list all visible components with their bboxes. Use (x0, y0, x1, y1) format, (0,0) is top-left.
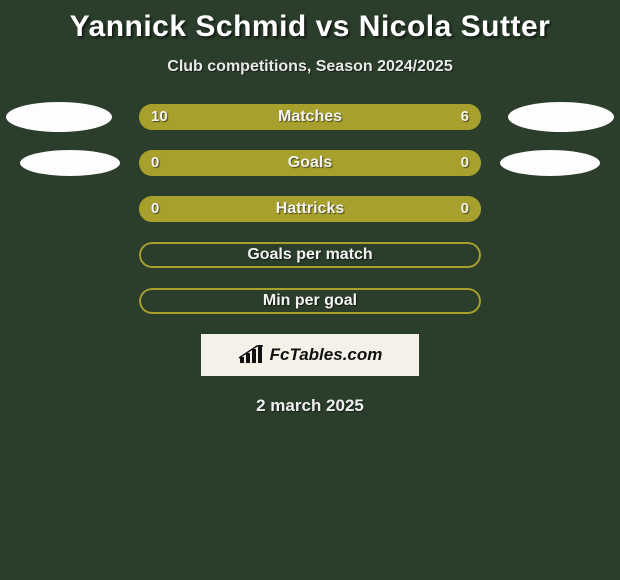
stat-row: Goals per match (0, 242, 620, 268)
stat-label: Goals per match (247, 242, 372, 268)
fctables-badge[interactable]: FcTables.com (201, 334, 419, 376)
stat-label: Min per goal (263, 288, 357, 314)
stat-label: Matches (278, 104, 342, 130)
stat-value-left: 0 (151, 196, 159, 222)
stat-bar: 0 0 Goals (139, 150, 481, 176)
badge-text: FcTables.com (270, 345, 383, 365)
stat-bar: Goals per match (139, 242, 481, 268)
bar-fill-right (310, 150, 481, 176)
player-oval-left (6, 102, 112, 132)
stat-row: 10 6 Matches (0, 104, 620, 130)
stat-value-left: 10 (151, 104, 168, 130)
subtitle: Club competitions, Season 2024/2025 (0, 58, 620, 76)
stat-value-left: 0 (151, 150, 159, 176)
stat-label: Hattricks (276, 196, 344, 222)
player-oval-right (508, 102, 614, 132)
date-label: 2 march 2025 (0, 396, 620, 416)
stat-label: Goals (288, 150, 332, 176)
bar-chart-icon (238, 345, 264, 365)
stat-row: 0 0 Goals (0, 150, 620, 176)
page-title: Yannick Schmid vs Nicola Sutter (0, 0, 620, 44)
stat-bar: Min per goal (139, 288, 481, 314)
player-oval-right (500, 150, 600, 176)
stat-row: Min per goal (0, 288, 620, 314)
stat-bar: 0 0 Hattricks (139, 196, 481, 222)
stat-value-right: 6 (461, 104, 469, 130)
stat-value-right: 0 (461, 150, 469, 176)
stat-bar: 10 6 Matches (139, 104, 481, 130)
stat-value-right: 0 (461, 196, 469, 222)
player-oval-left (20, 150, 120, 176)
stats-container: 10 6 Matches 0 0 Goals 0 0 Hattricks Goals per ma… (0, 104, 620, 314)
bar-fill-left (139, 150, 310, 176)
stat-row: 0 0 Hattricks (0, 196, 620, 222)
